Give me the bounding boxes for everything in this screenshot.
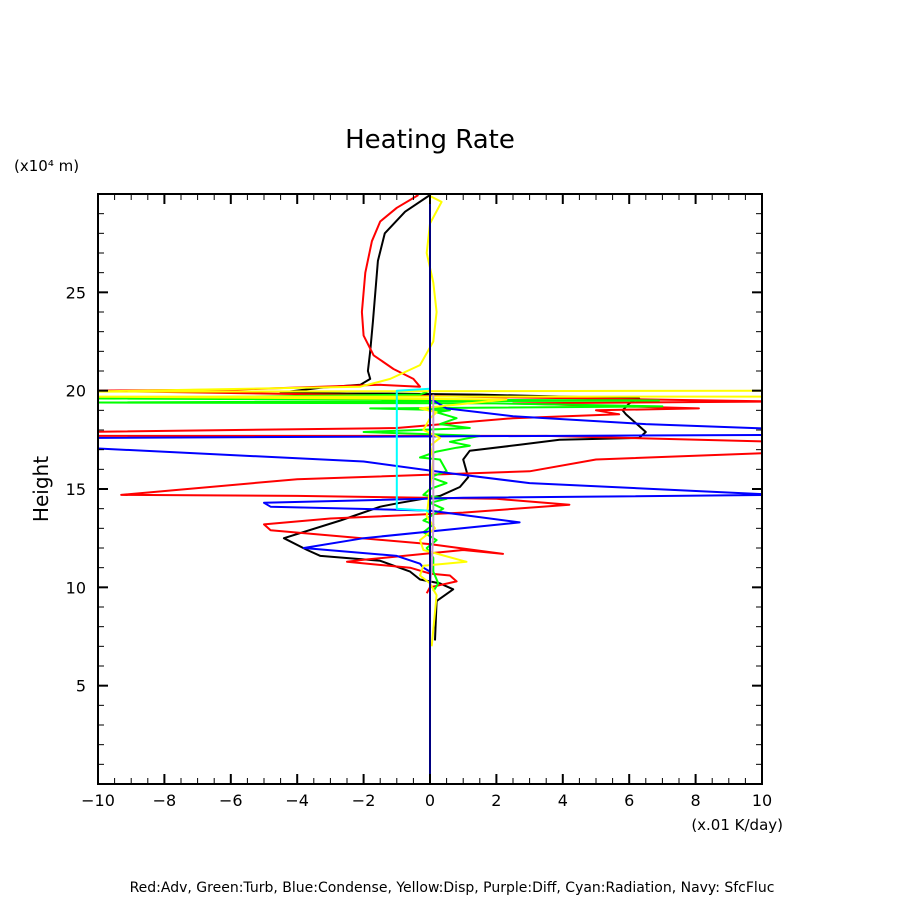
x-tick-label: −2: [352, 791, 376, 810]
x-tick-label: −8: [153, 791, 177, 810]
x-tick-label: 6: [624, 791, 634, 810]
x-tick-label: 0: [425, 791, 435, 810]
x-axis-unit: (x.01 K/day): [691, 816, 783, 834]
series-layer: [98, 194, 762, 784]
series-total: [279, 194, 647, 641]
series-disp: [98, 195, 762, 647]
y-tick-label: 10: [66, 578, 86, 597]
x-tick-label: 2: [491, 791, 501, 810]
y-tick-label: 15: [66, 480, 86, 499]
y-tick-label: 20: [66, 382, 86, 401]
x-tick-label: 8: [691, 791, 701, 810]
x-tick-label: −6: [219, 791, 243, 810]
chart-title: Heating Rate: [345, 125, 515, 155]
x-tick-label: 10: [752, 791, 772, 810]
y-tick-label: 25: [66, 283, 86, 302]
x-tick-label: −10: [81, 791, 115, 810]
series-condense: [98, 388, 762, 573]
legend: Red:Adv, Green:Turb, Blue:Condense, Yell…: [130, 880, 775, 896]
y-tick-label: 5: [76, 677, 86, 696]
series-radiation: [395, 387, 431, 514]
y-axis-unit: (x10⁴ m): [14, 157, 79, 175]
x-tick-label: 4: [558, 791, 568, 810]
y-axis-label: Height: [29, 456, 53, 522]
tick-labels: −10 −8 −6 −4 −2 0 2 4 6 8 10 5 10 15 20 25: [66, 283, 773, 810]
x-tick-label: −4: [285, 791, 309, 810]
plot-frame: [97, 193, 763, 785]
series-diff: [429, 394, 435, 588]
series-adv: [98, 194, 762, 594]
